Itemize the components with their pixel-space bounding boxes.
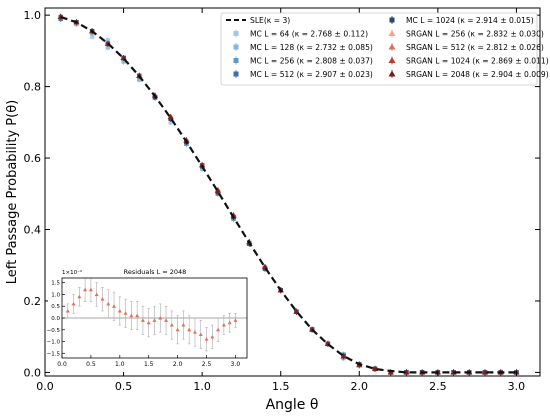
x-tick-label: 2.5 <box>429 380 447 393</box>
legend-swatch <box>388 70 396 77</box>
data-point <box>89 34 95 39</box>
x-tick-label: 0.0 <box>36 380 54 393</box>
inset-x-tick-label: 1.5 <box>144 361 154 368</box>
y-tick-label: 0.2 <box>24 295 42 308</box>
inset-y-tick-label: −0.5 <box>47 328 61 334</box>
legend-label: MC L = 512 (κ = 2.907 ± 0.023) <box>250 70 373 79</box>
inset-residual-point <box>65 308 70 313</box>
y-axis-label: Left Passage Probability P(θ) <box>5 100 20 285</box>
legend: SLE(κ = 3) MC L = 64 (κ = 2.768 ± 0.112) M… <box>220 12 549 86</box>
inset-residual-point <box>129 313 134 318</box>
inset-residual-point <box>181 323 186 327</box>
data-point <box>137 77 142 82</box>
legend-swatch <box>233 31 239 36</box>
data-point <box>167 114 174 120</box>
inset-y-tick-label: 1.5 <box>51 281 60 287</box>
data-point <box>293 308 300 314</box>
y-tick-label: 0.0 <box>24 366 42 379</box>
residuals-inset: 0.0 0.5 1.0 1.5 2.0 2.5 3.0 1.5 1.0 0.5 0.0 −0.5 −1.… <box>47 262 250 372</box>
legend-swatch <box>388 57 396 63</box>
x-tick-label: 0.5 <box>115 380 133 393</box>
inset-residual-point <box>94 292 99 296</box>
inset-residual-point <box>158 316 163 320</box>
inset-residual-point <box>71 301 76 306</box>
inset-residual-point <box>198 332 203 336</box>
data-point <box>199 162 206 168</box>
data-point <box>105 37 111 43</box>
inset-residual-point <box>192 330 197 334</box>
inset-x-tick-label: 0.5 <box>86 361 96 368</box>
inset-residual-point <box>135 313 140 318</box>
legend-label: SRGAN L = 512 (κ = 2.812 ± 0.026) <box>406 43 544 52</box>
inset-residual-point <box>227 320 232 325</box>
inset-residual-point <box>152 318 157 322</box>
legend-label: SRGAN L = 2048 (κ = 2.904 ± 0.009) <box>406 70 549 79</box>
x-tick-label: 2.0 <box>351 380 369 393</box>
inset-multiplier: 1×10⁻² <box>62 269 82 276</box>
legend-swatch <box>389 17 395 23</box>
data-point <box>121 59 126 64</box>
x-tick-label: 1.0 <box>193 380 211 393</box>
legend-swatch <box>233 71 239 77</box>
inset-y-tick-label: 0.0 <box>51 316 60 322</box>
inset-residual-point <box>77 294 82 299</box>
main-plot-frame <box>44 7 541 377</box>
inset-x-tick-label: 2.0 <box>173 361 183 368</box>
legend-label: MC L = 128 (κ = 2.732 ± 0.085) <box>250 43 373 52</box>
inset-residual-point <box>221 323 226 327</box>
legend-label: MC L = 256 (κ = 2.808 ± 0.037) <box>250 57 373 66</box>
legend-swatch <box>233 44 239 50</box>
inset-x-tick-label: 3.0 <box>231 361 241 368</box>
inset-y-tick-label: −1.0 <box>47 340 61 346</box>
data-point <box>340 353 347 359</box>
x-axis-label: Angle θ <box>266 397 319 413</box>
inset-residual-point <box>169 323 174 327</box>
inset-residual-point <box>187 327 192 332</box>
inset-y-tick-label: 1.0 <box>51 292 60 298</box>
legend-label: MC L = 64 (κ = 2.768 ± 0.112) <box>250 30 368 39</box>
inset-residual-point <box>112 304 117 308</box>
sle-reference-curve <box>60 15 517 374</box>
y-tick-label: 1.0 <box>24 9 42 22</box>
x-tick-label: 1.5 <box>272 380 290 393</box>
legend-label: MC L = 1024 (κ = 2.914 ± 0.015) <box>406 16 534 25</box>
legend-swatch <box>388 43 396 50</box>
data-point <box>105 45 111 50</box>
x-tick-label: 3.0 <box>508 380 526 393</box>
inset-residual-point <box>83 287 88 292</box>
inset-y-tick-label: −1.5 <box>47 351 61 357</box>
inset-residual-point <box>140 318 145 322</box>
data-point <box>168 120 173 125</box>
inset-x-tick-label: 2.5 <box>202 361 212 368</box>
legend-swatch <box>233 58 239 63</box>
y-tick-label: 0.6 <box>24 152 42 165</box>
inset-residual-point <box>117 308 122 313</box>
inset-residual-point <box>88 287 93 292</box>
inset-residual-point <box>146 320 151 325</box>
legend-swatch <box>388 30 396 36</box>
legend-box <box>220 12 538 86</box>
inset-residual-point <box>233 318 238 322</box>
inset-residual-point <box>216 327 221 332</box>
inset-residual-point <box>100 297 105 301</box>
inset-residual-point <box>204 337 209 341</box>
inset-x-tick-label: 0.0 <box>57 361 67 368</box>
data-point <box>372 365 378 371</box>
data-point <box>214 187 221 193</box>
inset-residual-point <box>106 301 111 306</box>
legend-label: SLE(κ = 3) <box>250 16 290 25</box>
inset-residual-point <box>164 318 169 322</box>
inset-title: Residuals L = 2048 <box>124 268 187 276</box>
inset-residual-point <box>123 311 128 315</box>
inset-residual-point <box>175 327 180 332</box>
inset-x-tick-label: 1.0 <box>115 361 125 368</box>
legend-label: SRGAN L = 256 (κ = 2.832 ± 0.030) <box>406 30 544 39</box>
y-tick-label: 0.8 <box>24 81 42 94</box>
inset-y-tick-label: 0.5 <box>51 304 60 310</box>
legend-label: SRGAN L = 1024 (κ = 2.869 ± 0.011) <box>406 57 549 66</box>
y-tick-label: 0.4 <box>24 224 42 237</box>
inset-residual-point <box>210 334 215 339</box>
